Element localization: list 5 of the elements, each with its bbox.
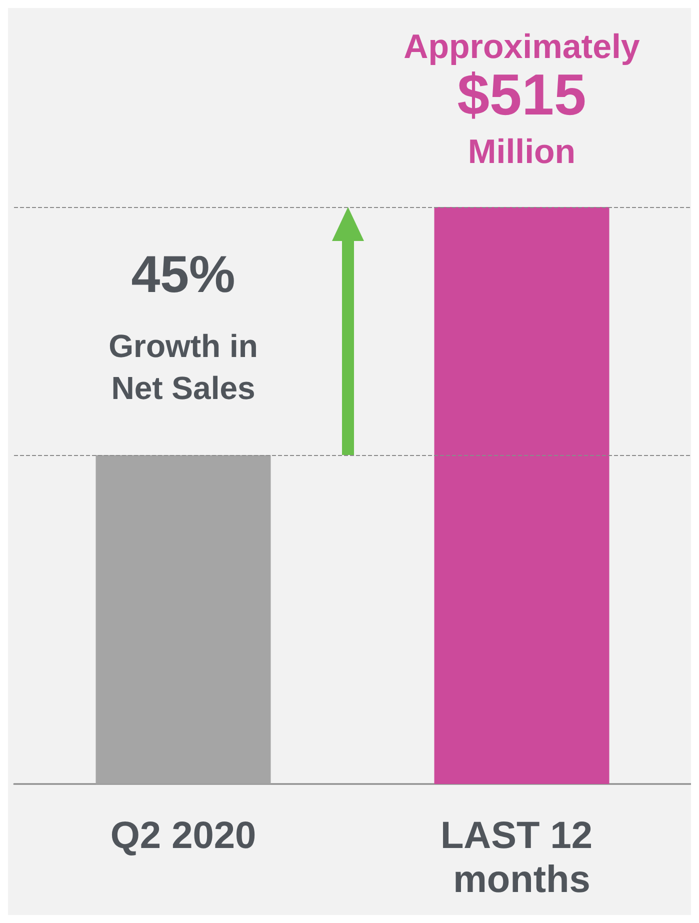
text: Million <box>468 133 576 171</box>
annotation: Growth in Net Sales <box>108 328 258 406</box>
annotation: 45% <box>131 246 236 304</box>
x-tick-label: Q2 2020 <box>110 815 256 857</box>
x-tick-label: LAST 12 months <box>440 815 604 901</box>
